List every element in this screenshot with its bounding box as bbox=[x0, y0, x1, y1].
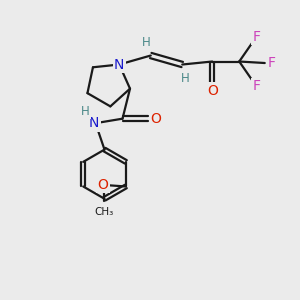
Text: H: H bbox=[81, 105, 89, 118]
Text: H: H bbox=[142, 35, 151, 49]
Text: O: O bbox=[150, 112, 161, 126]
Text: H: H bbox=[181, 71, 190, 85]
Text: CH₃: CH₃ bbox=[94, 207, 114, 217]
Text: O: O bbox=[97, 178, 108, 192]
Text: O: O bbox=[207, 84, 218, 98]
Text: F: F bbox=[267, 56, 275, 70]
Text: F: F bbox=[253, 80, 260, 93]
Text: F: F bbox=[253, 30, 260, 44]
Text: N: N bbox=[89, 116, 99, 130]
Text: N: N bbox=[114, 58, 124, 71]
